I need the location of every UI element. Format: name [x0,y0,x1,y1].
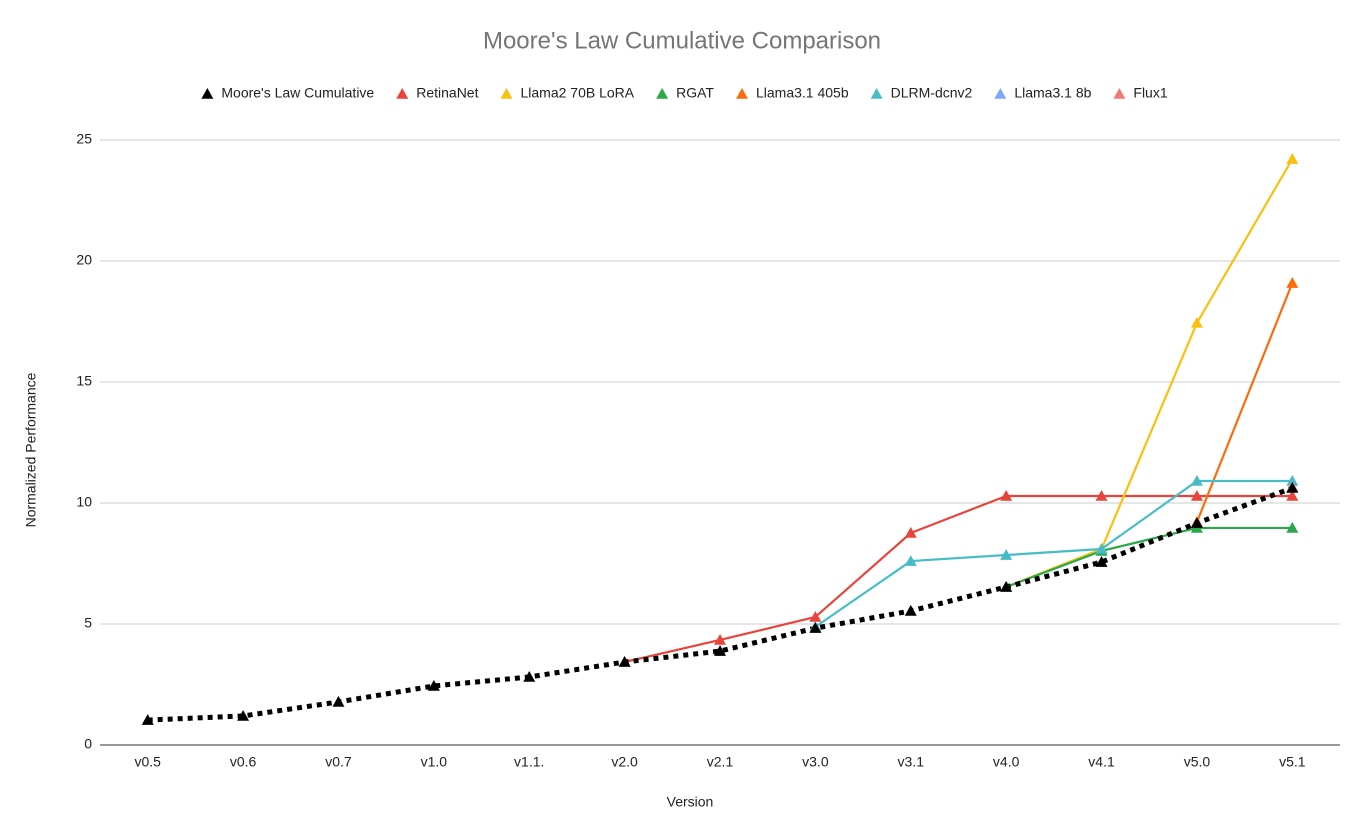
series-line [624,494,1293,664]
y-tick-label: 0 [84,736,92,752]
x-tick-label: v0.6 [230,754,257,770]
data-point [141,714,154,725]
x-tick-label: v4.0 [993,754,1020,770]
data-point [809,610,822,622]
legend-marker [396,88,409,99]
y-tick-label: 20 [76,252,92,268]
legend-label: Flux1 [1133,85,1167,101]
y-tick-label: 25 [76,131,92,147]
legend-marker [656,88,669,99]
data-point [1286,474,1299,486]
data-point [714,645,726,656]
x-axis-label: Version [667,794,714,810]
legend-label: Moore's Law Cumulative [221,85,374,101]
x-tick-label: v3.0 [802,754,829,770]
chart-title: Moore's Law Cumulative Comparison [483,27,881,54]
data-point [1190,489,1203,501]
x-tick-label: v2.1 [707,754,734,770]
legend-label: Llama3.1 405b [756,85,849,101]
data-point [237,709,250,721]
legend-marker [1113,88,1126,99]
x-tick-label: v4.1 [1088,754,1115,770]
legend-label: DLRM-dcnv2 [891,85,973,101]
legend-marker [201,88,214,99]
data-point [1190,316,1203,328]
legend-label: Llama2 70B LoRA [520,85,634,101]
data-point [1000,489,1013,501]
data-point [904,555,917,566]
data-point [809,622,822,633]
x-tick-label: v1.0 [421,754,448,770]
legend-label: Llama3.1 8b [1014,85,1091,101]
series-line [1005,526,1293,589]
y-tick-label: 10 [76,494,92,510]
data-point [1000,549,1013,560]
data-point [714,633,726,645]
data-point [1190,474,1203,486]
x-tick-label: v1.1. [514,754,544,770]
y-tick-label: 15 [76,373,92,389]
data-point [1286,481,1299,493]
x-tick-label: v0.5 [134,754,161,770]
x-tick-label: v5.0 [1184,754,1211,770]
data-point [523,670,536,682]
data-point [1190,517,1203,528]
x-tick-label: v0.7 [325,754,352,770]
x-tick-label: v2.0 [611,754,638,770]
data-point [618,655,631,667]
series-line [1195,282,1294,523]
x-tick-label: v5.1 [1279,754,1306,770]
legend-label: RGAT [676,85,714,101]
data-point [1286,277,1299,288]
series-line [814,479,1293,628]
x-tick-label: v3.1 [898,754,925,770]
y-tick-label: 5 [84,615,92,631]
legend-marker [735,88,748,99]
data-point [904,604,917,616]
legend-marker [870,88,883,99]
data-point [1286,489,1299,501]
data-point [904,527,917,538]
legend-label: RetinaNet [416,85,478,101]
legend-marker [500,88,513,99]
data-point [1095,556,1108,567]
data-point [332,695,345,707]
data-point [427,679,440,691]
legend: Moore's Law Cumulative RetinaNet Llama2 70… [201,85,1168,101]
legend-marker [994,88,1007,99]
data-point [1286,521,1299,533]
data-point [1095,542,1108,554]
data-point [1095,489,1108,501]
y-axis-label: Normalized Performance [23,372,39,527]
data-point [1286,153,1299,164]
data-point [1000,580,1013,592]
